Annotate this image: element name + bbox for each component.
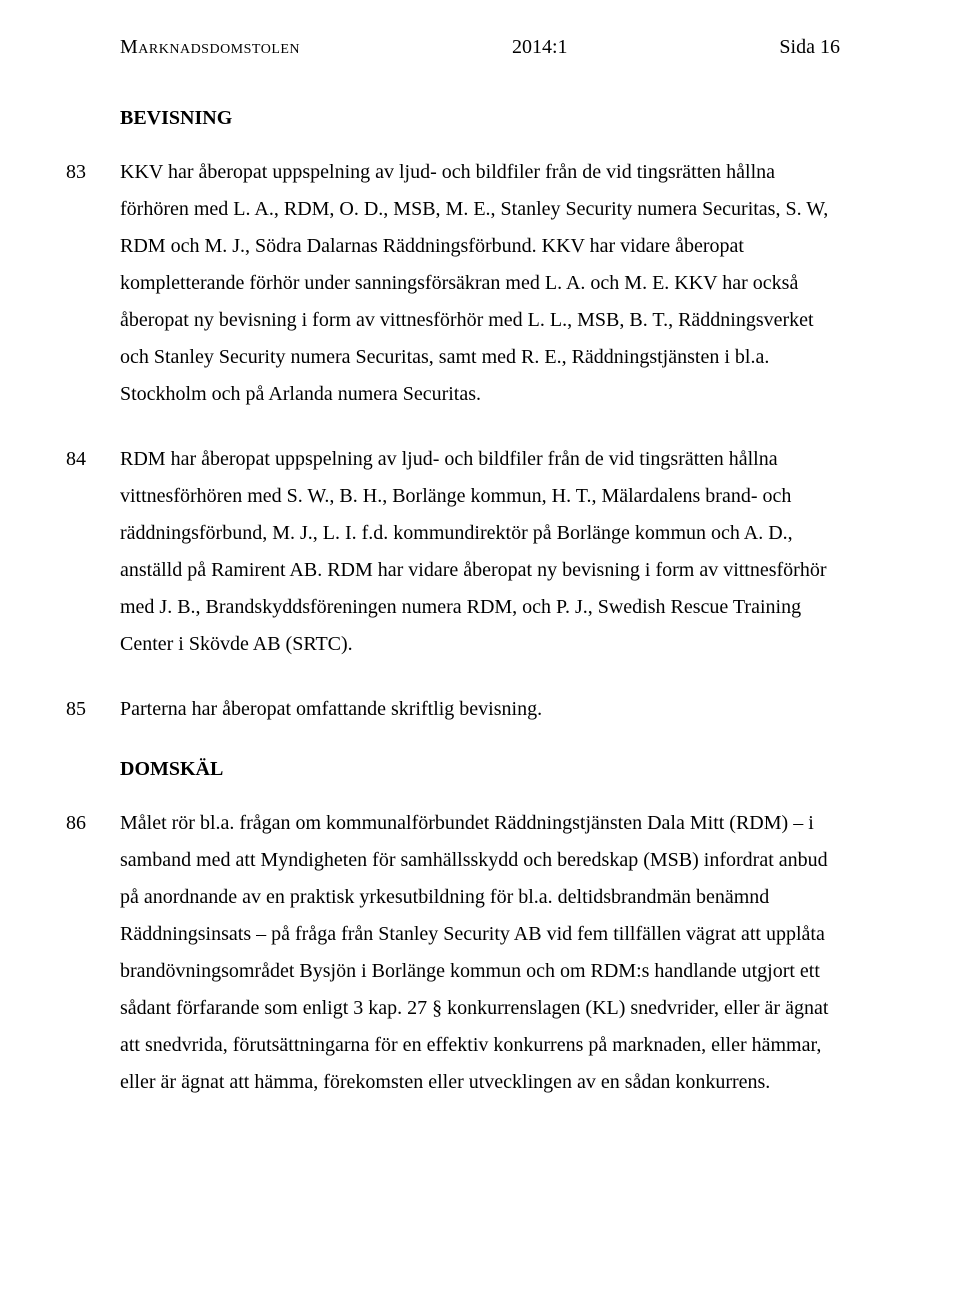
document-page: Marknadsdomstolen 2014:1 Sida 16 BEVISNI… bbox=[0, 0, 960, 1312]
paragraph-number: 84 bbox=[66, 441, 86, 478]
section-heading-domskal: DOMSKÄL bbox=[120, 758, 840, 781]
paragraph-body: Målet rör bl.a. frågan om kommunalförbun… bbox=[120, 805, 840, 1101]
court-name: Marknadsdomstolen bbox=[120, 36, 300, 59]
section-heading-bevisning: BEVISNING bbox=[120, 107, 840, 130]
paragraph-body: Parterna har åberopat omfattande skriftl… bbox=[120, 691, 840, 728]
case-number: 2014:1 bbox=[512, 36, 568, 59]
paragraph-number: 85 bbox=[66, 691, 86, 728]
paragraph-body: RDM har åberopat uppspelning av ljud- oc… bbox=[120, 441, 840, 663]
page-number: Sida 16 bbox=[779, 36, 840, 59]
paragraph-number: 86 bbox=[66, 805, 86, 842]
paragraph-83: 83 KKV har åberopat uppspelning av ljud-… bbox=[120, 154, 840, 413]
paragraph-number: 83 bbox=[66, 154, 86, 191]
paragraph-84: 84 RDM har åberopat uppspelning av ljud-… bbox=[120, 441, 840, 663]
paragraph-85: 85 Parterna har åberopat omfattande skri… bbox=[120, 691, 840, 728]
paragraph-86: 86 Målet rör bl.a. frågan om kommunalför… bbox=[120, 805, 840, 1101]
page-header: Marknadsdomstolen 2014:1 Sida 16 bbox=[120, 36, 840, 59]
paragraph-body: KKV har åberopat uppspelning av ljud- oc… bbox=[120, 154, 840, 413]
